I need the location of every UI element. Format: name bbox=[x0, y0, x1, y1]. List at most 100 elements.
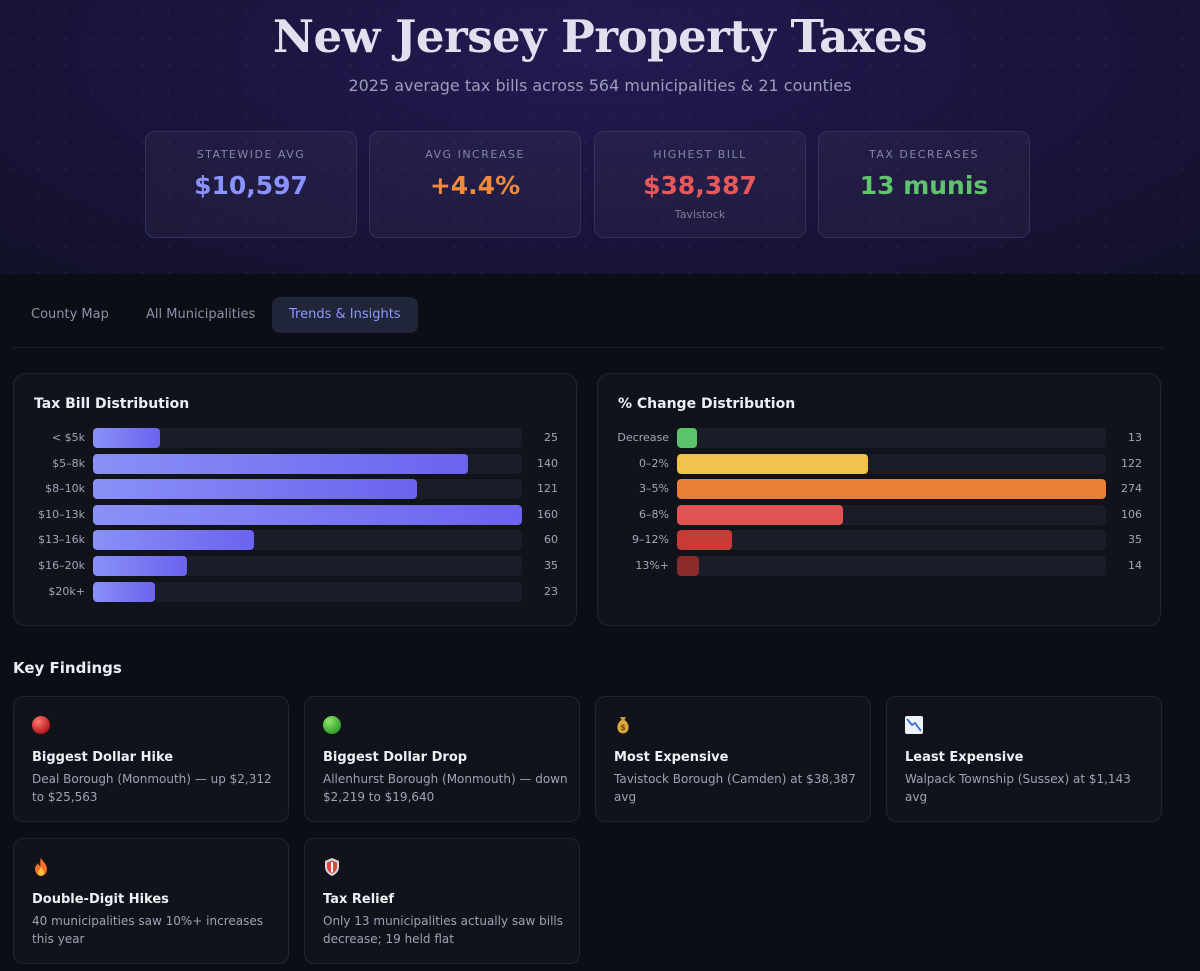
bar bbox=[93, 581, 155, 602]
bar bbox=[93, 453, 469, 474]
finding-card: Biggest Dollar Drop Allenhurst Borough (… bbox=[304, 696, 580, 822]
bar-category-label: 6–8% bbox=[639, 507, 669, 521]
fire-icon bbox=[35, 858, 47, 876]
bar bbox=[677, 428, 698, 448]
bar-track bbox=[677, 428, 1106, 448]
bar-value-label: 106 bbox=[1121, 507, 1142, 521]
bar bbox=[677, 504, 843, 525]
bar-track bbox=[93, 479, 522, 500]
percent-change-distribution-panel: % Change Distribution Decrease 13 0–2% 122 3… bbox=[597, 373, 1161, 626]
finding-card: $ Most Expensive Tavistock Borough (Camd… bbox=[595, 696, 871, 822]
hero-header: New Jersey Property Taxes 2025 average t… bbox=[0, 0, 1200, 274]
stat-card-tax-decreases: TAX DECREASES 13 munis bbox=[818, 131, 1030, 238]
tabs-divider bbox=[13, 347, 1163, 348]
finding-card: Tax Relief Only 13 municipalities actual… bbox=[304, 838, 580, 964]
bar-row: $20k+ 23 bbox=[14, 581, 578, 602]
shield-icon bbox=[325, 858, 339, 876]
key-findings-title: Key Findings bbox=[13, 659, 122, 677]
bar-value-label: 25 bbox=[544, 431, 558, 444]
svg-text:$: $ bbox=[620, 723, 626, 732]
bar-category-label: $13–16k bbox=[38, 533, 85, 547]
bar-track bbox=[93, 530, 522, 551]
finding-card: Biggest Dollar Hike Deal Borough (Monmou… bbox=[13, 696, 289, 822]
bar bbox=[93, 428, 161, 448]
bar-category-label: $16–20k bbox=[38, 559, 85, 572]
finding-description: Tavistock Borough (Camden) at $38,387 av… bbox=[614, 772, 856, 804]
stat-value: $38,387 bbox=[643, 171, 757, 200]
stat-label: AVG INCREASE bbox=[425, 148, 525, 161]
green-circle-icon bbox=[323, 716, 341, 734]
finding-title: Most Expensive bbox=[614, 750, 729, 765]
bar-track bbox=[677, 479, 1106, 500]
bar-category-label: 0–2% bbox=[639, 456, 669, 470]
bar-row: 13%+ 14 bbox=[598, 556, 1162, 576]
tab-county-map[interactable]: County Map bbox=[31, 307, 109, 322]
finding-description: 40 municipalities saw 10%+ increases thi… bbox=[32, 914, 263, 946]
finding-title: Tax Relief bbox=[323, 892, 395, 907]
bar-value-label: 35 bbox=[544, 559, 558, 572]
bar-row: $8–10k 121 bbox=[14, 479, 578, 500]
stat-value: 13 munis bbox=[859, 171, 989, 200]
bar-track bbox=[677, 530, 1106, 551]
red-circle-icon bbox=[32, 716, 50, 734]
bar-value-label: 13 bbox=[1128, 431, 1142, 444]
bar bbox=[93, 479, 418, 500]
bar bbox=[677, 453, 868, 474]
finding-description: Deal Borough (Monmouth) — up $2,312 to $… bbox=[32, 772, 272, 804]
bar-category-label: 3–5% bbox=[639, 482, 669, 496]
bar-value-label: 23 bbox=[544, 584, 558, 598]
bar-track bbox=[93, 556, 522, 576]
finding-description: Walpack Township (Sussex) at $1,143 avg bbox=[905, 772, 1131, 804]
stat-card-statewide-avg: STATEWIDE AVG $10,597 bbox=[145, 131, 357, 238]
bar-category-label: 13%+ bbox=[635, 559, 669, 572]
finding-title: Least Expensive bbox=[905, 750, 1024, 765]
bar-track bbox=[93, 581, 522, 602]
bar bbox=[677, 479, 1106, 500]
bar-category-label: $10–13k bbox=[38, 507, 85, 521]
bar-value-label: 35 bbox=[1128, 533, 1142, 547]
bar-category-label: 9–12% bbox=[632, 533, 669, 547]
bar-category-label: $20k+ bbox=[48, 584, 85, 598]
bar-row: 9–12% 35 bbox=[598, 530, 1162, 551]
bar-track bbox=[677, 556, 1106, 576]
stat-label: TAX DECREASES bbox=[868, 148, 980, 161]
bar-track bbox=[93, 504, 522, 525]
bar-value-label: 160 bbox=[537, 507, 558, 521]
stat-note: Tavistock bbox=[674, 208, 726, 221]
bar-value-label: 60 bbox=[544, 533, 558, 547]
bar-category-label: < $5k bbox=[51, 431, 85, 444]
bar-value-label: 140 bbox=[537, 456, 558, 470]
money-bag-icon: $ bbox=[617, 717, 629, 734]
finding-card: Double-Digit Hikes 40 municipalities saw… bbox=[13, 838, 289, 964]
bar-row: 3–5% 274 bbox=[598, 479, 1162, 500]
tab-trends-insights[interactable]: Trends & Insights bbox=[272, 297, 418, 333]
bar bbox=[93, 504, 522, 525]
bar-track bbox=[677, 504, 1106, 525]
bar bbox=[677, 530, 732, 551]
bar-track bbox=[93, 428, 522, 448]
bar bbox=[93, 556, 187, 576]
bar-category-label: $8–10k bbox=[45, 482, 85, 496]
bar-track bbox=[677, 453, 1106, 474]
page-subtitle: 2025 average tax bills across 564 munici… bbox=[348, 76, 852, 95]
bar-row: Decrease 13 bbox=[598, 428, 1162, 448]
chart-decreasing-icon bbox=[905, 716, 923, 734]
stat-value: $10,597 bbox=[194, 171, 308, 200]
bar-row: 0–2% 122 bbox=[598, 453, 1162, 474]
tab-all-municipalities[interactable]: All Municipalities bbox=[146, 307, 256, 322]
stat-value: +4.4% bbox=[429, 171, 521, 200]
bar-value-label: 274 bbox=[1121, 482, 1142, 496]
finding-card: Least Expensive Walpack Township (Sussex… bbox=[886, 696, 1162, 822]
bar-row: $16–20k 35 bbox=[14, 556, 578, 576]
bar-row: < $5k 25 bbox=[14, 428, 578, 448]
bar-category-label: Decrease bbox=[617, 431, 669, 444]
chart-title: Tax Bill Distribution bbox=[34, 396, 190, 412]
bar bbox=[93, 530, 254, 551]
bar-row: $13–16k 60 bbox=[14, 530, 578, 551]
tax-bill-distribution-panel: Tax Bill Distribution < $5k 25 $5–8k 140 $8–… bbox=[13, 373, 577, 626]
bar-track bbox=[93, 453, 522, 474]
bar-category-label: $5–8k bbox=[52, 456, 85, 470]
stat-label: HIGHEST BILL bbox=[653, 148, 747, 161]
finding-title: Biggest Dollar Hike bbox=[32, 750, 174, 765]
bar-value-label: 121 bbox=[537, 482, 558, 496]
